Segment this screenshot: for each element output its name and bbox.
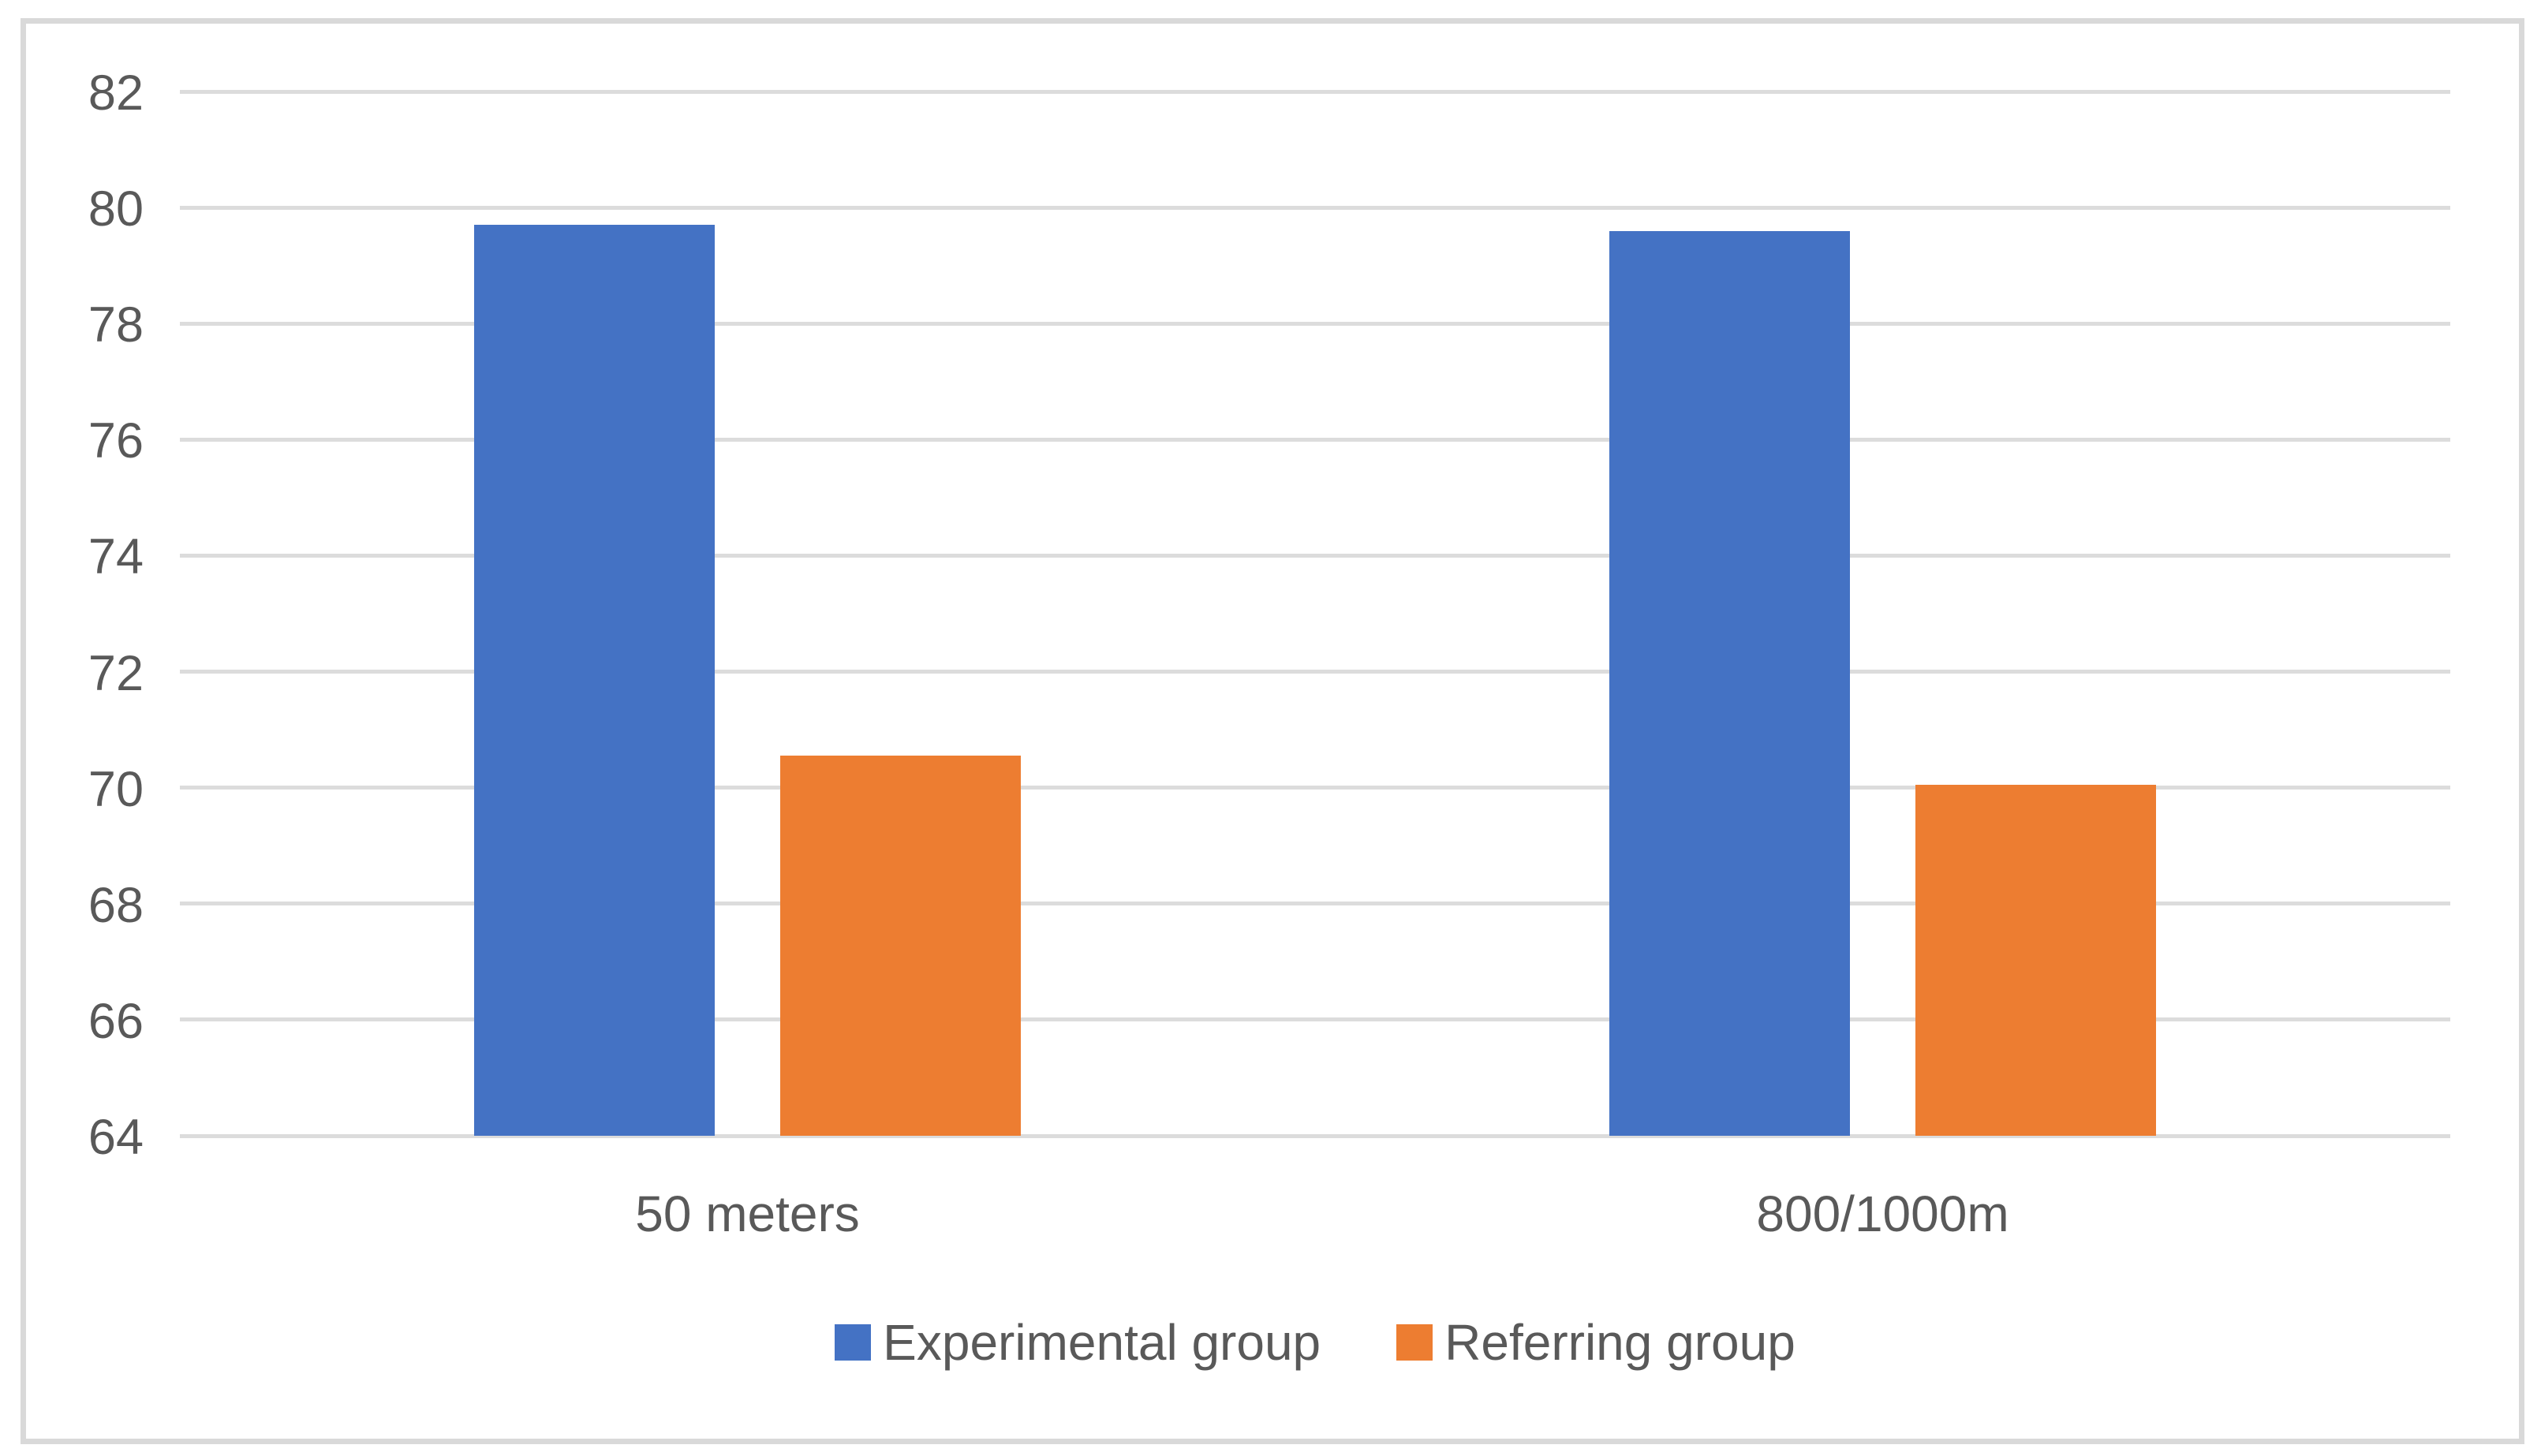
y-tick-label: 72: [88, 645, 144, 701]
y-tick-label: 82: [88, 65, 144, 121]
legend-item-0: Experimental group: [835, 1313, 1321, 1372]
gridline-y-72: [180, 670, 2450, 674]
chart-frame: 82 80 78 76 74 72 70 68 66 64 50 meters 800/1000m …: [21, 18, 2524, 1444]
legend-label: Experimental group: [883, 1314, 1321, 1371]
gridline-y-64: [180, 1133, 2450, 1138]
legend-swatch-icon: [835, 1324, 872, 1361]
y-tick-label: 78: [88, 297, 144, 353]
legend-swatch-icon: [1396, 1324, 1433, 1361]
y-tick-label: 68: [88, 877, 144, 933]
bar-800-1000m-series-1: [1915, 784, 2156, 1136]
y-tick-label: 76: [88, 413, 144, 469]
gridline-y-66: [180, 1017, 2450, 1022]
gridline-y-70: [180, 786, 2450, 790]
y-tick-label: 74: [88, 529, 144, 585]
y-tick-label: 66: [88, 993, 144, 1049]
gridline-y-78: [180, 321, 2450, 326]
gridline-y-68: [180, 902, 2450, 906]
category-label: 800/1000m: [1756, 1185, 2009, 1242]
gridline-y-82: [180, 89, 2450, 94]
legend-label: Referring group: [1444, 1314, 1796, 1371]
category-label: 50 meters: [635, 1185, 860, 1242]
gridline-y-80: [180, 205, 2450, 210]
legend: Experimental group Referring group: [180, 1309, 2450, 1376]
y-tick-label: 80: [88, 181, 144, 237]
gridline-y-74: [180, 553, 2450, 558]
bar-50-meters-series-1: [780, 756, 1021, 1136]
gridline-y-76: [180, 437, 2450, 442]
y-tick-label: 64: [88, 1110, 144, 1165]
bar-800-1000m-series-0: [1609, 230, 1850, 1136]
y-tick-label: 70: [88, 761, 144, 817]
legend-item-1: Referring group: [1396, 1313, 1796, 1372]
bar-50-meters-series-0: [474, 225, 715, 1136]
